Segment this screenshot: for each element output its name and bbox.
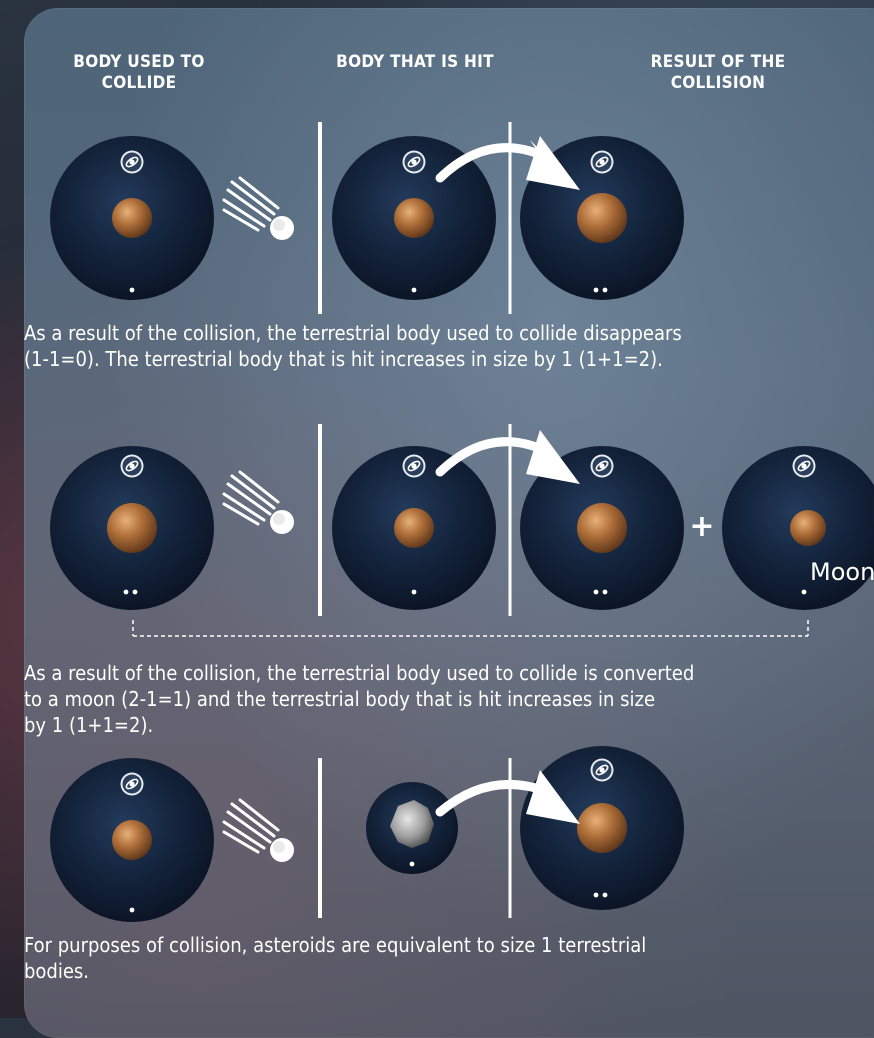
asteroid-body — [366, 782, 458, 874]
comet-icon — [222, 798, 296, 864]
row-3-caption: For purposes of collision, asteroids are… — [24, 932, 646, 984]
orbit-icon — [120, 150, 144, 174]
caption-line: For purposes of collision, asteroids are… — [24, 933, 647, 957]
size-dot — [411, 287, 417, 293]
size-dot — [593, 892, 599, 898]
size-dot — [593, 287, 599, 293]
comet-icon — [222, 470, 296, 536]
comet-icon — [222, 176, 296, 242]
caption-line: As a result of the collision, the terres… — [24, 321, 682, 345]
size-dot — [602, 287, 608, 293]
target-body — [332, 136, 496, 300]
plus-symbol: + — [689, 509, 714, 544]
planet-icon — [577, 803, 627, 853]
orbit-icon — [120, 454, 144, 478]
planet-icon — [394, 508, 434, 548]
planet-icon — [112, 198, 152, 238]
size-dot — [409, 861, 415, 867]
size-dot — [801, 589, 807, 595]
header-collider: BODY USED TO COLLIDE — [73, 52, 205, 93]
orbit-icon — [402, 150, 426, 174]
collider-body — [50, 446, 214, 610]
caption-line: by 1 (1+1=2). — [24, 713, 154, 737]
row-3 — [50, 746, 684, 922]
planet-icon — [790, 510, 826, 546]
planet-icon — [107, 503, 157, 553]
size-dot — [129, 907, 135, 913]
size-dot — [602, 589, 608, 595]
row-2: + Moon — [50, 424, 874, 637]
asteroid-icon — [390, 800, 434, 848]
size-dot — [593, 589, 599, 595]
moon-body: Moon — [722, 446, 874, 610]
size-dot — [602, 892, 608, 898]
curved-arrow-icon — [435, 136, 580, 190]
orbit-icon — [590, 454, 614, 478]
orbit-icon — [792, 454, 816, 478]
header-target: BODY THAT IS HIT — [336, 52, 494, 72]
target-body — [332, 446, 496, 610]
collider-body — [50, 758, 214, 922]
collider-body — [50, 136, 214, 300]
size-dot — [123, 589, 129, 595]
size-dot — [132, 589, 138, 595]
orbit-icon — [120, 772, 144, 796]
result-body — [520, 746, 684, 910]
size-dot — [411, 589, 417, 595]
caption-line: (1-1=0). The terrestrial body that is hi… — [24, 347, 663, 371]
result-body — [520, 446, 684, 610]
orbit-icon — [402, 454, 426, 478]
planet-icon — [112, 820, 152, 860]
caption-line: to a moon (2-1=1) and the terrestrial bo… — [24, 687, 656, 711]
moon-label: Moon — [810, 558, 874, 586]
row-1 — [50, 122, 684, 314]
curved-arrow-icon — [435, 430, 580, 484]
row-1-caption: As a result of the collision, the terres… — [24, 320, 682, 372]
curved-arrow-icon — [435, 770, 580, 824]
caption-line: bodies. — [24, 959, 90, 983]
planet-icon — [394, 198, 434, 238]
header-result: RESULT OF THE COLLISION — [650, 52, 786, 93]
row-2-caption: As a result of the collision, the terres… — [24, 660, 694, 738]
size-dot — [129, 287, 135, 293]
moon-bracket — [132, 620, 809, 637]
orbit-icon — [590, 758, 614, 782]
caption-line: As a result of the collision, the terres… — [24, 661, 695, 685]
planet-icon — [577, 503, 627, 553]
planet-icon — [577, 193, 627, 243]
orbit-icon — [590, 150, 614, 174]
